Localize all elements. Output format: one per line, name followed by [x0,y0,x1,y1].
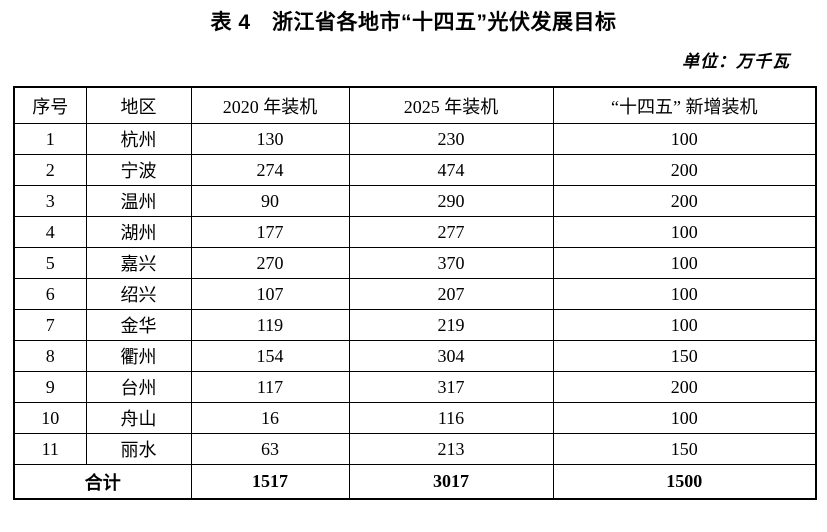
cell-index: 11 [13,433,87,465]
cell-new-added: 100 [552,402,817,434]
cell-installed-2025: 317 [348,371,554,403]
table-row: 5 嘉兴 270 370 100 [13,247,817,279]
cell-installed-2020: 119 [190,309,350,341]
cell-installed-2025: 370 [348,247,554,279]
cell-index: 7 [13,309,87,341]
total-row: 合计 1517 3017 1500 [13,464,817,500]
cell-new-added: 200 [552,154,817,186]
cell-index: 2 [13,154,87,186]
table-row: 2 宁波 274 474 200 [13,154,817,186]
table-row: 10 舟山 16 116 100 [13,402,817,434]
cell-region: 宁波 [85,154,192,186]
cell-installed-2020: 270 [190,247,350,279]
cell-index: 1 [13,123,87,155]
cell-installed-2025: 277 [348,216,554,248]
col-header-new-added: “十四五” 新增装机 [552,86,817,124]
cell-installed-2025: 219 [348,309,554,341]
cell-installed-2020: 90 [190,185,350,217]
col-header-2020: 2020 年装机 [190,86,350,124]
cell-installed-2020: 130 [190,123,350,155]
cell-region: 温州 [85,185,192,217]
cell-installed-2020: 177 [190,216,350,248]
header-row: 序号 地区 2020 年装机 2025 年装机 “十四五” 新增装机 [13,86,817,124]
cell-installed-2025: 213 [348,433,554,465]
col-header-index: 序号 [13,86,87,124]
table-row: 1 杭州 130 230 100 [13,123,817,155]
cell-new-added: 150 [552,340,817,372]
cell-installed-2025: 116 [348,402,554,434]
cell-new-added: 100 [552,247,817,279]
cell-index: 8 [13,340,87,372]
cell-region: 湖州 [85,216,192,248]
table-row: 6 绍兴 107 207 100 [13,278,817,310]
pv-targets-table: 序号 地区 2020 年装机 2025 年装机 “十四五” 新增装机 1 杭州 13… [13,86,817,500]
cell-index: 4 [13,216,87,248]
cell-new-added: 150 [552,433,817,465]
cell-new-added: 100 [552,309,817,341]
cell-index: 5 [13,247,87,279]
cell-region: 杭州 [85,123,192,155]
table-row: 9 台州 117 317 200 [13,371,817,403]
cell-installed-2020: 117 [190,371,350,403]
cell-installed-2020: 274 [190,154,350,186]
table-body: 1 杭州 130 230 100 2 宁波 274 474 200 3 温州 90 290 200 4 湖州 17… [13,123,817,465]
col-header-2025: 2025 年装机 [348,86,554,124]
cell-installed-2020: 16 [190,402,350,434]
total-new-added: 1500 [552,464,817,500]
cell-region: 衢州 [85,340,192,372]
table-row: 3 温州 90 290 200 [13,185,817,217]
cell-region: 绍兴 [85,278,192,310]
cell-installed-2020: 63 [190,433,350,465]
cell-new-added: 100 [552,123,817,155]
cell-installed-2020: 107 [190,278,350,310]
table-row: 11 丽水 63 213 150 [13,433,817,465]
cell-region: 嘉兴 [85,247,192,279]
cell-index: 6 [13,278,87,310]
cell-region: 台州 [85,371,192,403]
cell-installed-2025: 304 [348,340,554,372]
cell-new-added: 200 [552,371,817,403]
total-label: 合计 [13,464,192,500]
cell-new-added: 100 [552,216,817,248]
cell-installed-2025: 474 [348,154,554,186]
table-row: 7 金华 119 219 100 [13,309,817,341]
cell-index: 10 [13,402,87,434]
cell-region: 金华 [85,309,192,341]
col-header-region: 地区 [85,86,192,124]
cell-region: 丽水 [85,433,192,465]
cell-index: 3 [13,185,87,217]
table-row: 8 衢州 154 304 150 [13,340,817,372]
cell-installed-2020: 154 [190,340,350,372]
cell-new-added: 200 [552,185,817,217]
table-caption: 表 4 浙江省各地市“十四五”光伏发展目标 [210,11,617,34]
cell-new-added: 100 [552,278,817,310]
table-row: 4 湖州 177 277 100 [13,216,817,248]
total-installed-2020: 1517 [190,464,350,500]
cell-region: 舟山 [85,402,192,434]
cell-installed-2025: 230 [348,123,554,155]
cell-index: 9 [13,371,87,403]
total-installed-2025: 3017 [348,464,554,500]
cell-installed-2025: 290 [348,185,554,217]
unit-label: 单位：万千瓦 [682,52,790,71]
cell-installed-2025: 207 [348,278,554,310]
